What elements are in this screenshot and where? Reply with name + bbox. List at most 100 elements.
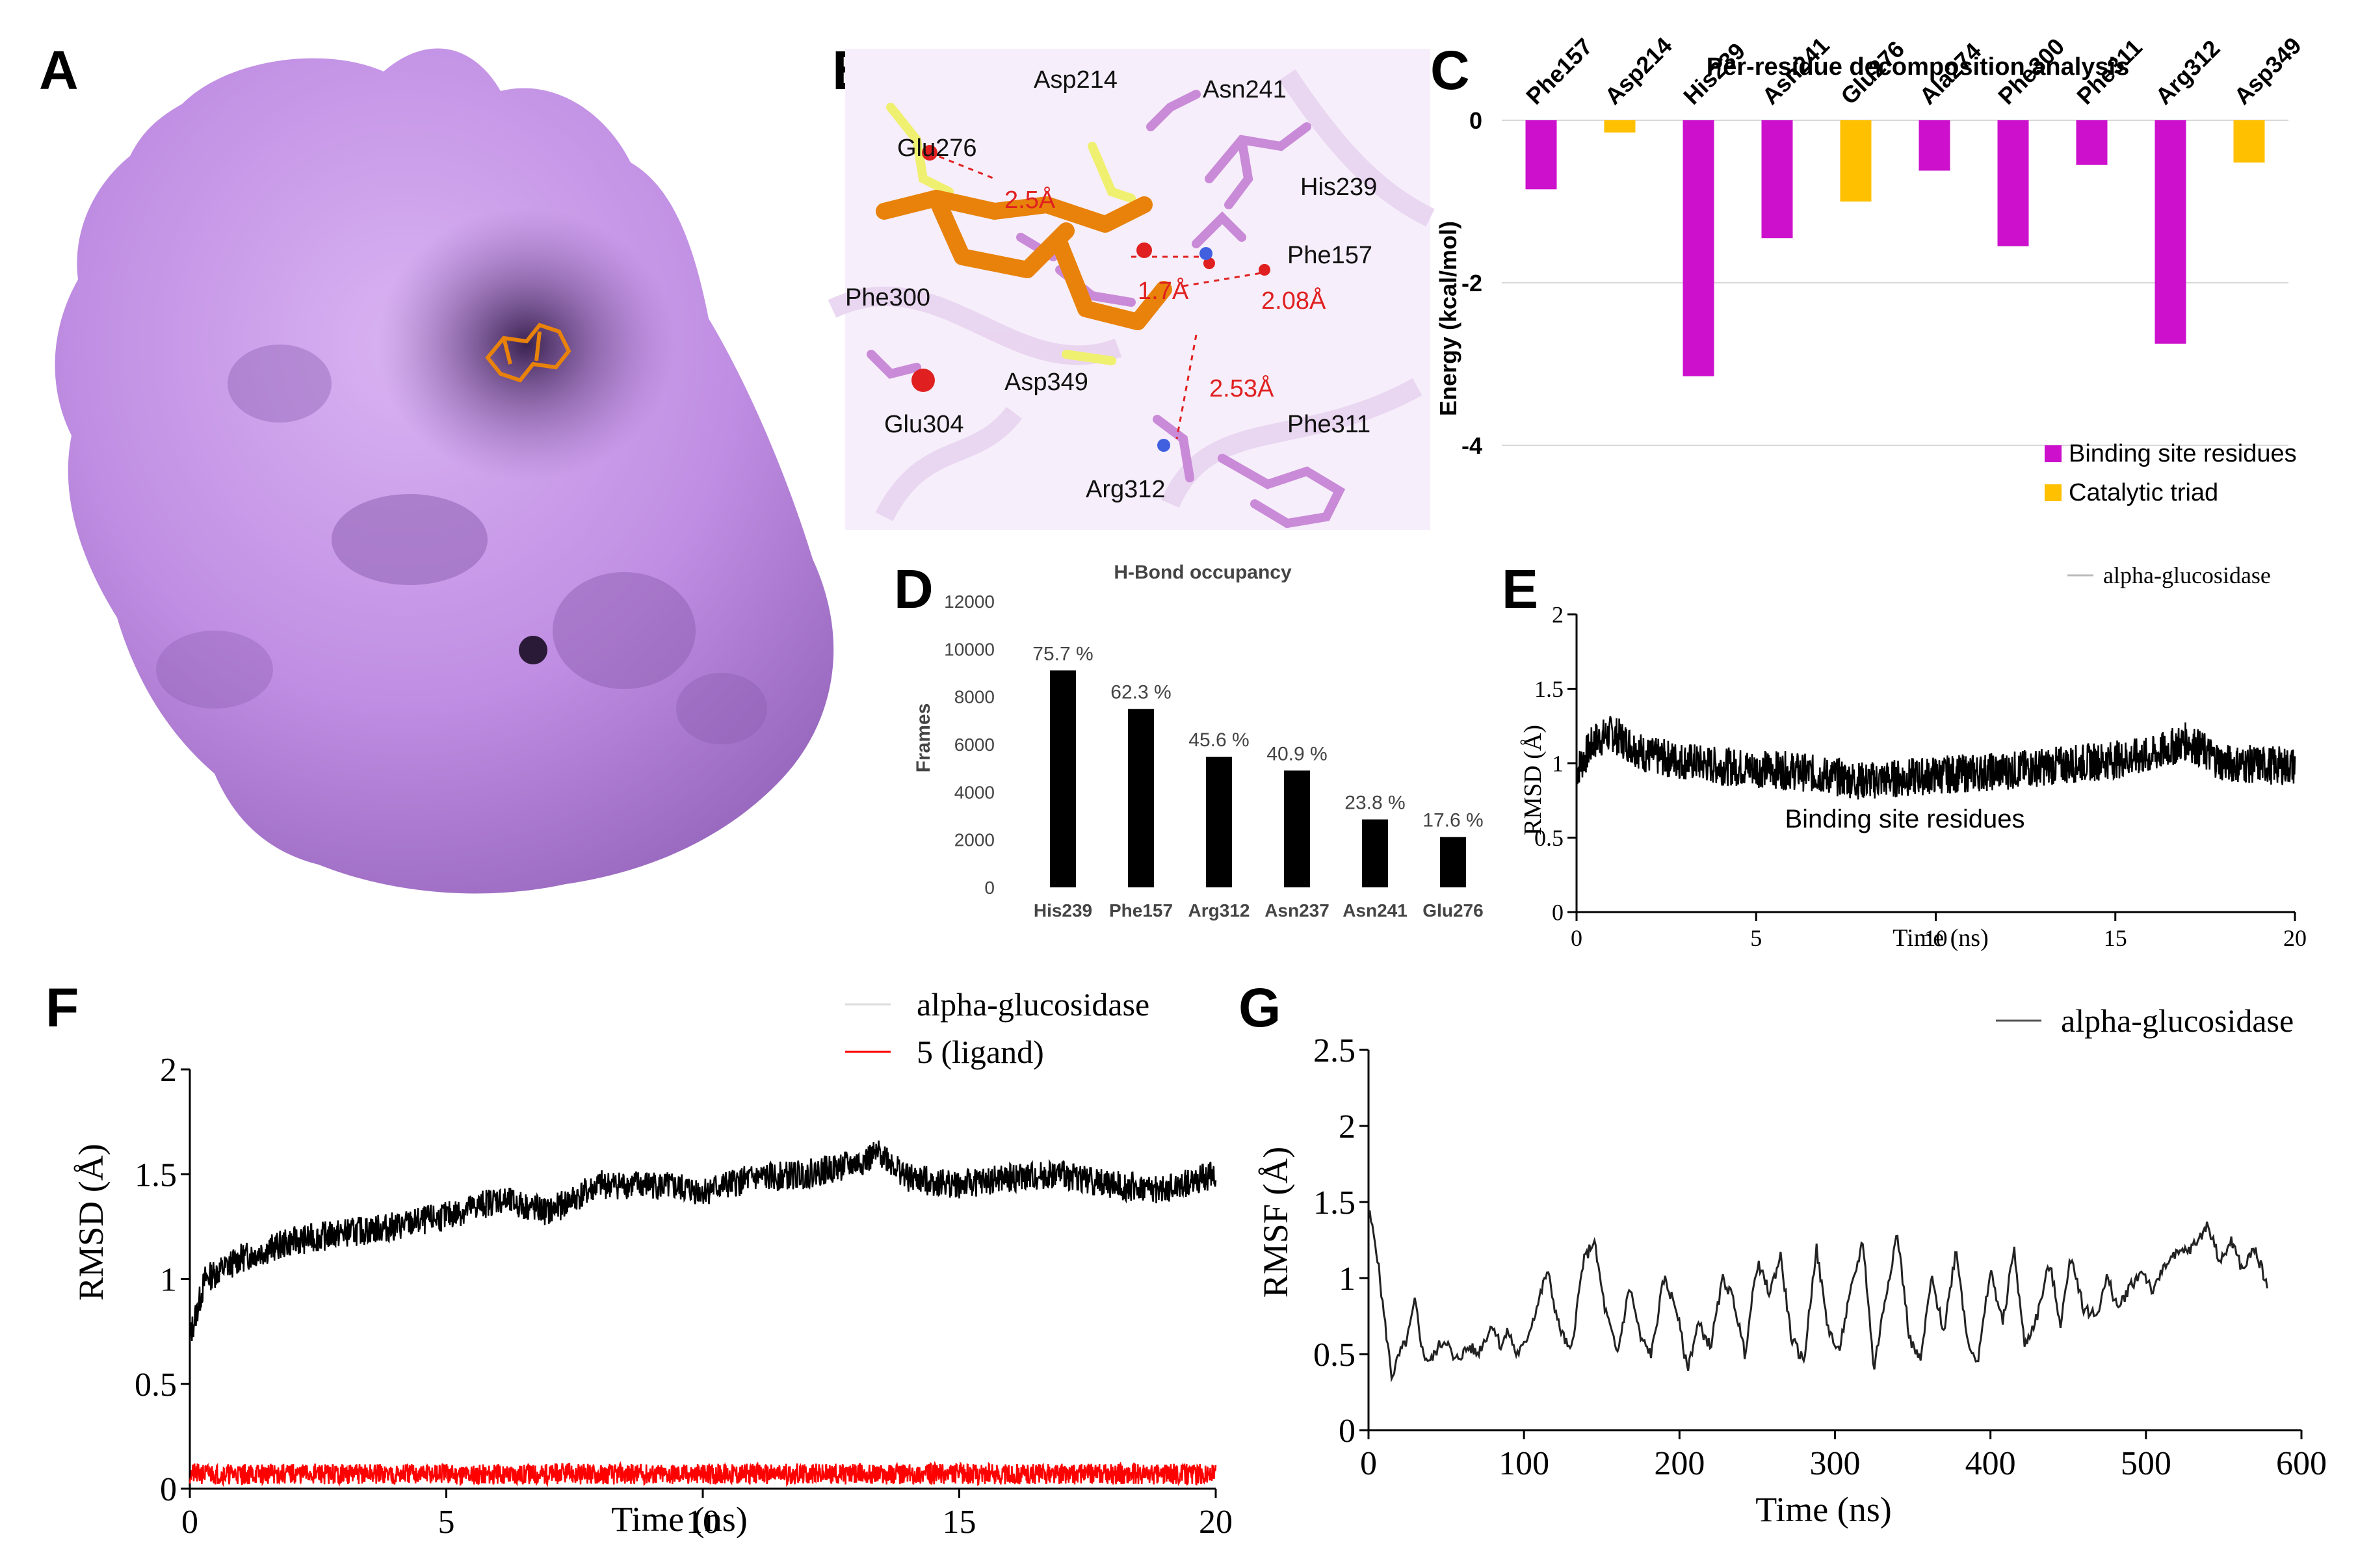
x-tick-label: 15 [943, 1504, 976, 1541]
chart-d-bar-phe157 [1128, 709, 1154, 887]
chart-f: RMSD (Å) Time (ns) alpha-glucosidase 5 (… [72, 986, 1233, 1541]
chart-d-bar-glu276 [1440, 837, 1466, 887]
chart-c-ytick: -2 [1461, 270, 1482, 296]
y-tick-label: 0 [160, 1471, 177, 1508]
chart-d-data-label: 23.8 % [1344, 792, 1405, 814]
y-tick-label: 2 [1339, 1108, 1356, 1145]
chart-g-legend-label: alpha-glucosidase [2061, 1002, 2294, 1039]
chart-d-ytick: 2000 [954, 830, 995, 850]
distance-2-53: 2.53Å [1209, 374, 1274, 402]
y-tick-label: 1.5 [1534, 676, 1564, 702]
x-tick-label: 500 [2121, 1445, 2171, 1482]
chart-c-bar-glu276 [1840, 120, 1872, 202]
x-tick-label: 100 [1499, 1445, 1549, 1482]
chart-d-bar-arg312 [1206, 757, 1232, 887]
chart-e-xlabel: Time (ns) [1893, 924, 1988, 952]
chart-d-bar-asn241 [1362, 819, 1388, 887]
chart-f-legend-protein: alpha-glucosidase [917, 986, 1149, 1023]
x-tick-label: 0 [1360, 1445, 1377, 1482]
chart-f-series-ligand [189, 1460, 1217, 1488]
panel-label-a: A [39, 40, 79, 101]
chart-d-bar-asn237 [1284, 770, 1310, 887]
chart-d-ytick: 6000 [954, 735, 995, 755]
chart-d-ylabel: Frames [913, 703, 934, 773]
chart-c-yticks: 0 -2 -4 [1461, 107, 1482, 459]
y-tick-label: 0.5 [1534, 825, 1564, 851]
catalytic-sticks [886, 103, 1136, 365]
chart-g-xlabel: Time (ns) [1755, 1490, 1892, 1529]
chart-e-ylabel: RMSD (Å) [1519, 725, 1547, 835]
y-tick-label: 2 [1552, 602, 1564, 628]
chart-d-bar-his239 [1050, 670, 1076, 887]
x-tick-label: 200 [1654, 1445, 1705, 1482]
chart-c-bar-ala274 [1919, 120, 1950, 171]
panel-label-f: F [46, 977, 79, 1038]
distance-2-5: 2.5Å [1004, 185, 1056, 214]
label-his239: His239 [1300, 174, 1377, 201]
x-tick-label: 5 [438, 1504, 455, 1541]
chart-c-ytick: 0 [1469, 107, 1482, 134]
chart-f-ylabel: RMSD (Å) [72, 1143, 111, 1301]
y-tick-label: 1 [160, 1262, 177, 1299]
chart-d-category-label: Phe157 [1109, 900, 1173, 921]
x-tick-label: 0 [1571, 925, 1582, 951]
protein-surface-image [55, 48, 834, 894]
chart-c-bar-asn241 [1761, 120, 1793, 239]
chart-g-ylabel: RMSF (Å) [1256, 1147, 1295, 1298]
chart-g-axes: 0 100 200 300 400 500 600 0 0.5 1 1.5 2 2.5 [1313, 1032, 2327, 1482]
distance-2-08: 2.08Å [1261, 286, 1326, 315]
ligand-in-pocket [485, 322, 571, 383]
panel-label-c: C [1430, 40, 1470, 101]
binding-pocket-shadow [377, 208, 676, 481]
chart-e-axes: 0 5 10 15 20 0 0.5 1 1.5 2 [1534, 602, 2307, 951]
panel-label-e: E [1502, 558, 1539, 620]
chart-d-ytick: 0 [984, 878, 995, 898]
chart-d-category-label: Asn241 [1343, 900, 1408, 921]
chart-e-series-line [1575, 716, 2296, 800]
chart-c-category-label: Arg312 [2150, 34, 2225, 109]
chart-g: RMSF (Å) Time (ns) alpha-glucosidase 0 10… [1256, 1002, 2327, 1529]
chart-c-bar-his239 [1683, 120, 1714, 376]
y-tick-label: 1.5 [1313, 1184, 1356, 1222]
chart-c-bar-arg312 [2155, 120, 2186, 344]
chart-d-category-label: Glu276 [1422, 900, 1483, 921]
chart-e: RMSD (Å) Time (ns) Binding site residues… [1519, 562, 2307, 952]
distance-1-7: 1.7Å [1138, 276, 1189, 305]
chart-c-title: Per-residue decomposition analysis [1707, 53, 2129, 81]
chart-d: H-Bond occupancy Frames 0 2000 4000 6000 800… [913, 562, 1484, 921]
chart-d-data-label: 62.3 % [1110, 682, 1171, 703]
chart-c-bar-phe311 [2076, 120, 2108, 165]
chart-d-bars [1050, 670, 1466, 887]
chart-e-legend: alpha-glucosidase [2067, 562, 2271, 588]
y-tick-label: 1 [1339, 1261, 1356, 1298]
chart-c-ytick: -4 [1461, 432, 1482, 459]
chart-c-bar-phe157 [1525, 120, 1557, 190]
chart-d-category-labels: His239 Phe157 Arg312 Asn237 Asn241 Glu276 [1034, 900, 1484, 921]
chart-c-bars [1525, 120, 2265, 376]
chart-d-data-label: 45.6 % [1188, 729, 1249, 751]
chart-c-legend-catalytic: Catalytic triad [2069, 479, 2218, 506]
x-tick-label: 5 [1750, 925, 1762, 951]
panel-label-d: D [894, 558, 934, 620]
x-tick-label: 600 [2276, 1445, 2327, 1482]
y-tick-label: 0.5 [1313, 1337, 1356, 1374]
y-tick-label: 1 [1552, 751, 1564, 777]
x-tick-label: 10 [1924, 925, 1948, 951]
chart-d-category-label: His239 [1034, 900, 1092, 921]
x-tick-label: 20 [1199, 1504, 1233, 1541]
label-asn241: Asn241 [1203, 76, 1287, 103]
binding-site-image: Asp214 Asn241 Glu276 His239 Phe157 Phe30… [828, 49, 1435, 530]
chart-c-bar-phe300 [1997, 120, 2029, 246]
chart-f-legend: alpha-glucosidase 5 (ligand) [845, 986, 1149, 1070]
chart-e-annotation: Binding site residues [1785, 805, 2024, 833]
y-tick-label: 1.5 [135, 1156, 177, 1194]
chart-d-category-label: Asn237 [1264, 900, 1330, 921]
chart-f-legend-ligand: 5 (ligand) [917, 1034, 1044, 1070]
chart-d-data-label: 75.7 % [1032, 643, 1093, 664]
label-asp349: Asp349 [1004, 369, 1088, 396]
chart-d-data-label: 40.9 % [1266, 743, 1327, 764]
chart-d-ytick: 4000 [954, 782, 995, 802]
label-glu304: Glu304 [884, 411, 964, 438]
y-tick-label: 0 [1339, 1413, 1356, 1450]
chart-c-bar-asp349 [2233, 120, 2265, 163]
